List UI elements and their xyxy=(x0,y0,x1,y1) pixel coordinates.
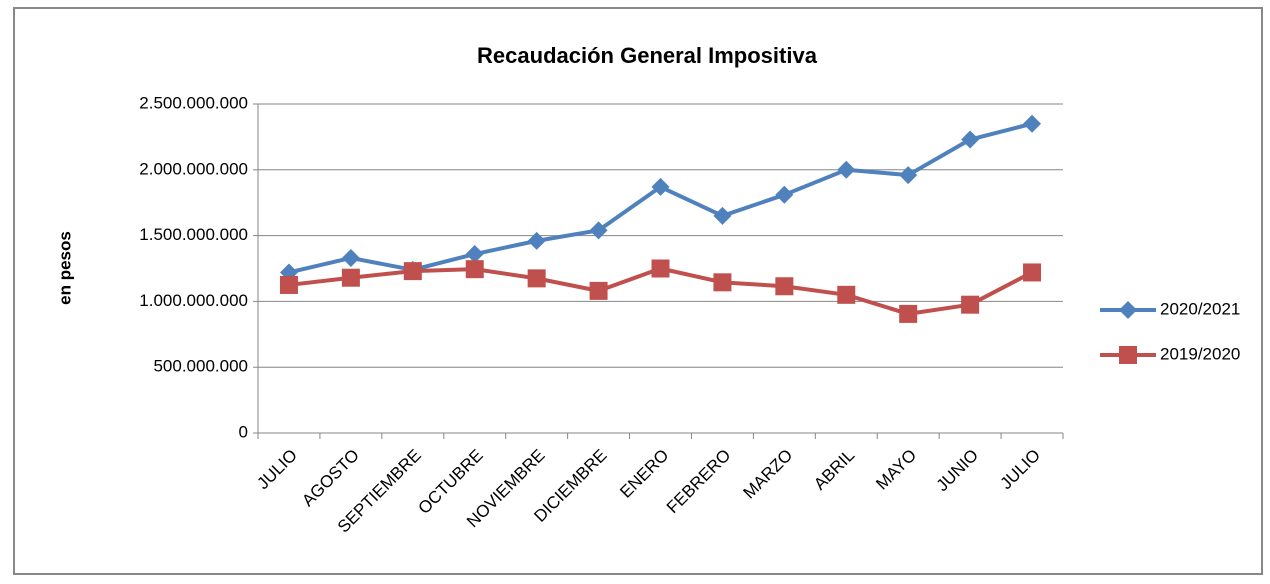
chart-frame xyxy=(13,7,1263,575)
y-tick-label: 500.000.000 xyxy=(153,357,248,376)
data-point xyxy=(589,221,608,240)
data-point xyxy=(837,285,856,304)
y-tick-label: 2.000.000.000 xyxy=(139,159,248,178)
data-point xyxy=(279,275,298,294)
data-point xyxy=(1023,114,1042,133)
data-point xyxy=(899,166,918,185)
data-point xyxy=(589,281,608,300)
data-point xyxy=(713,273,732,292)
data-point xyxy=(899,304,918,323)
data-point xyxy=(713,206,732,225)
chart-title: Recaudación General Impositiva xyxy=(477,43,818,68)
data-point xyxy=(961,295,980,314)
data-point xyxy=(775,185,794,204)
data-point xyxy=(403,262,422,281)
data-point xyxy=(651,177,670,196)
data-point xyxy=(465,245,484,264)
legend-marker xyxy=(1119,301,1137,319)
data-point xyxy=(837,160,856,179)
data-point xyxy=(527,231,546,250)
y-tick-label: 1.500.000.000 xyxy=(139,225,248,244)
data-point xyxy=(775,277,794,296)
data-point xyxy=(341,248,360,267)
y-tick-label: 0 xyxy=(239,422,248,441)
y-axis-label: en pesos xyxy=(55,231,74,305)
data-point xyxy=(465,260,484,279)
y-tick-label: 2.500.000.000 xyxy=(139,93,248,112)
legend-marker xyxy=(1119,346,1137,364)
legend-label: 2019/2020 xyxy=(1160,344,1240,363)
data-point xyxy=(651,259,670,278)
legend-label: 2020/2021 xyxy=(1160,299,1240,318)
data-point xyxy=(961,130,980,149)
data-point xyxy=(341,268,360,287)
data-point xyxy=(527,269,546,288)
data-point xyxy=(1023,263,1042,282)
y-tick-label: 1.000.000.000 xyxy=(139,291,248,310)
